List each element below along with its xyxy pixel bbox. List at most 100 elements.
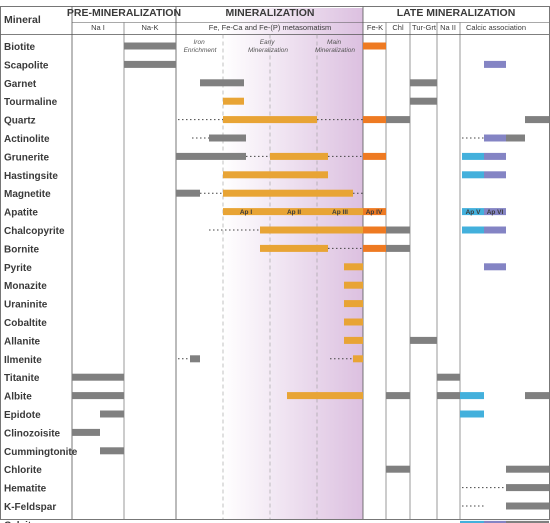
occurrence-bar bbox=[190, 355, 200, 363]
apatite-generation-label: Ap V bbox=[466, 209, 481, 216]
occurrence-bar bbox=[176, 152, 223, 160]
apatite-generation-label: Ap II bbox=[287, 209, 301, 216]
occurrence-bar bbox=[353, 355, 363, 363]
occurrence-bar bbox=[344, 281, 363, 289]
occurrence-bar bbox=[363, 152, 386, 160]
group-mineralization: MINERALIZATION bbox=[225, 7, 314, 19]
occurrence-bar bbox=[484, 171, 506, 179]
occurrence-bar bbox=[344, 336, 363, 344]
occurrence-bar bbox=[223, 116, 317, 124]
substage-iron-enrichment: Iron Enrichment bbox=[184, 39, 218, 54]
occurrence-bar bbox=[209, 134, 223, 142]
occurrence-bar bbox=[484, 152, 506, 160]
mineral-label: Clinozoisite bbox=[4, 428, 61, 439]
substage-early-mineralization: Early Mineralization bbox=[248, 39, 288, 54]
occurrence-bar bbox=[460, 410, 484, 418]
occurrence-bar bbox=[260, 244, 328, 252]
column-fe-k: Fe-K bbox=[367, 23, 383, 32]
occurrence-bar bbox=[386, 116, 410, 124]
occurrence-bar bbox=[100, 410, 124, 418]
mineral-label: Biotite bbox=[4, 42, 36, 53]
mineral-label: Allanite bbox=[4, 336, 41, 347]
mineral-label: Grunerite bbox=[4, 152, 49, 163]
occurrence-bar bbox=[462, 226, 484, 234]
mineral-label: Scapolite bbox=[4, 60, 49, 71]
column-na-k: Na-K bbox=[141, 23, 158, 32]
occurrence-bar bbox=[363, 244, 386, 252]
mineral-label: Hastingsite bbox=[4, 171, 58, 182]
table-header: Mineral PRE-MINERALIZATION MINERALIZATIO… bbox=[4, 7, 526, 32]
occurrence-bar bbox=[72, 373, 124, 381]
metasomatism-band bbox=[223, 8, 363, 519]
occurrence-bar bbox=[525, 392, 549, 400]
mineral-label: Monazite bbox=[4, 281, 47, 292]
occurrence-bar bbox=[200, 79, 223, 87]
mineral-label: Uraninite bbox=[4, 300, 48, 311]
occurrence-bar bbox=[72, 392, 124, 400]
mineral-label: Calcite bbox=[4, 520, 37, 523]
mineral-label: Pyrite bbox=[4, 263, 32, 274]
occurrence-bar bbox=[506, 484, 549, 492]
occurrence-bar bbox=[506, 502, 549, 510]
occurrence-bar bbox=[410, 97, 437, 105]
occurrence-bar bbox=[223, 97, 244, 105]
occurrence-bar bbox=[460, 520, 484, 523]
substage-line: Early bbox=[260, 39, 276, 46]
column-tur-grt: Tur-Grt bbox=[412, 23, 437, 32]
mineral-labels: Biotite Scapolite Garnet Tourmaline Quartz Ac… bbox=[4, 42, 78, 523]
mineral-column-header: Mineral bbox=[4, 14, 41, 26]
column-na-ii: Na II bbox=[440, 23, 456, 32]
apatite-generation-label: Ap III bbox=[332, 209, 348, 216]
occurrence-bar bbox=[386, 392, 410, 400]
occurrence-bar bbox=[460, 392, 484, 400]
occurrence-bar bbox=[363, 42, 386, 50]
occurrence-bar bbox=[363, 208, 386, 216]
occurrence-bar bbox=[506, 134, 525, 142]
column-calcic-association: Calcic association bbox=[466, 23, 526, 32]
mineral-label: K-Feldspar bbox=[4, 502, 56, 513]
mineral-label: Chalcopyrite bbox=[4, 226, 65, 237]
occurrence-bar bbox=[484, 226, 506, 234]
apatite-generation-labels: Ap I Ap II Ap III Ap IV Ap V Ap VI bbox=[240, 209, 504, 216]
occurrence-bar bbox=[223, 134, 246, 142]
occurrence-bar bbox=[223, 152, 246, 160]
mineral-label: Apatite bbox=[4, 208, 38, 219]
substage-line: Mineralization bbox=[315, 47, 355, 54]
mineral-label: Epidote bbox=[4, 410, 41, 421]
occurrence-bar bbox=[270, 152, 328, 160]
occurrence-bar bbox=[462, 208, 484, 216]
substage-line: Enrichment bbox=[184, 47, 218, 54]
substage-line: Iron bbox=[193, 39, 205, 46]
occurrence-bar bbox=[176, 189, 200, 197]
occurrence-bar bbox=[484, 208, 506, 216]
occurrence-bar bbox=[363, 116, 386, 124]
mineral-label: Cobaltite bbox=[4, 318, 47, 329]
occurrence-bar bbox=[344, 318, 363, 326]
sub-stage-labels: Iron Enrichment Early Mineralization Mai… bbox=[184, 39, 356, 54]
column-na-i: Na I bbox=[91, 23, 105, 32]
occurrence-bar bbox=[386, 465, 410, 473]
occurrence-bar bbox=[525, 116, 549, 124]
apatite-generation-label: Ap IV bbox=[366, 209, 383, 216]
occurrence-bar bbox=[484, 60, 506, 68]
occurrence-bar bbox=[462, 152, 484, 160]
mineral-label: Titanite bbox=[4, 373, 40, 384]
column-chl: Chl bbox=[392, 23, 404, 32]
occurrence-bar bbox=[410, 336, 437, 344]
occurrence-bar bbox=[287, 392, 363, 400]
table-grid bbox=[0, 6, 550, 520]
mineral-label: Cummingtonite bbox=[4, 447, 78, 458]
occurrence-bars bbox=[72, 42, 549, 523]
occurrence-bar bbox=[437, 392, 460, 400]
column-metasomatism: Fe, Fe-Ca and Fe-(P) metasomatism bbox=[209, 23, 332, 32]
occurrence-bar bbox=[363, 226, 386, 234]
occurrence-bar bbox=[386, 244, 410, 252]
occurrence-bar bbox=[223, 189, 353, 197]
occurrence-bar bbox=[124, 42, 176, 50]
occurrence-bar bbox=[223, 208, 363, 216]
apatite-generation-label: Ap I bbox=[240, 209, 252, 216]
mineral-label: Hematite bbox=[4, 484, 47, 495]
mineral-label: Magnetite bbox=[4, 189, 51, 200]
occurrence-bar bbox=[484, 134, 506, 142]
mineral-label: Quartz bbox=[4, 116, 36, 127]
